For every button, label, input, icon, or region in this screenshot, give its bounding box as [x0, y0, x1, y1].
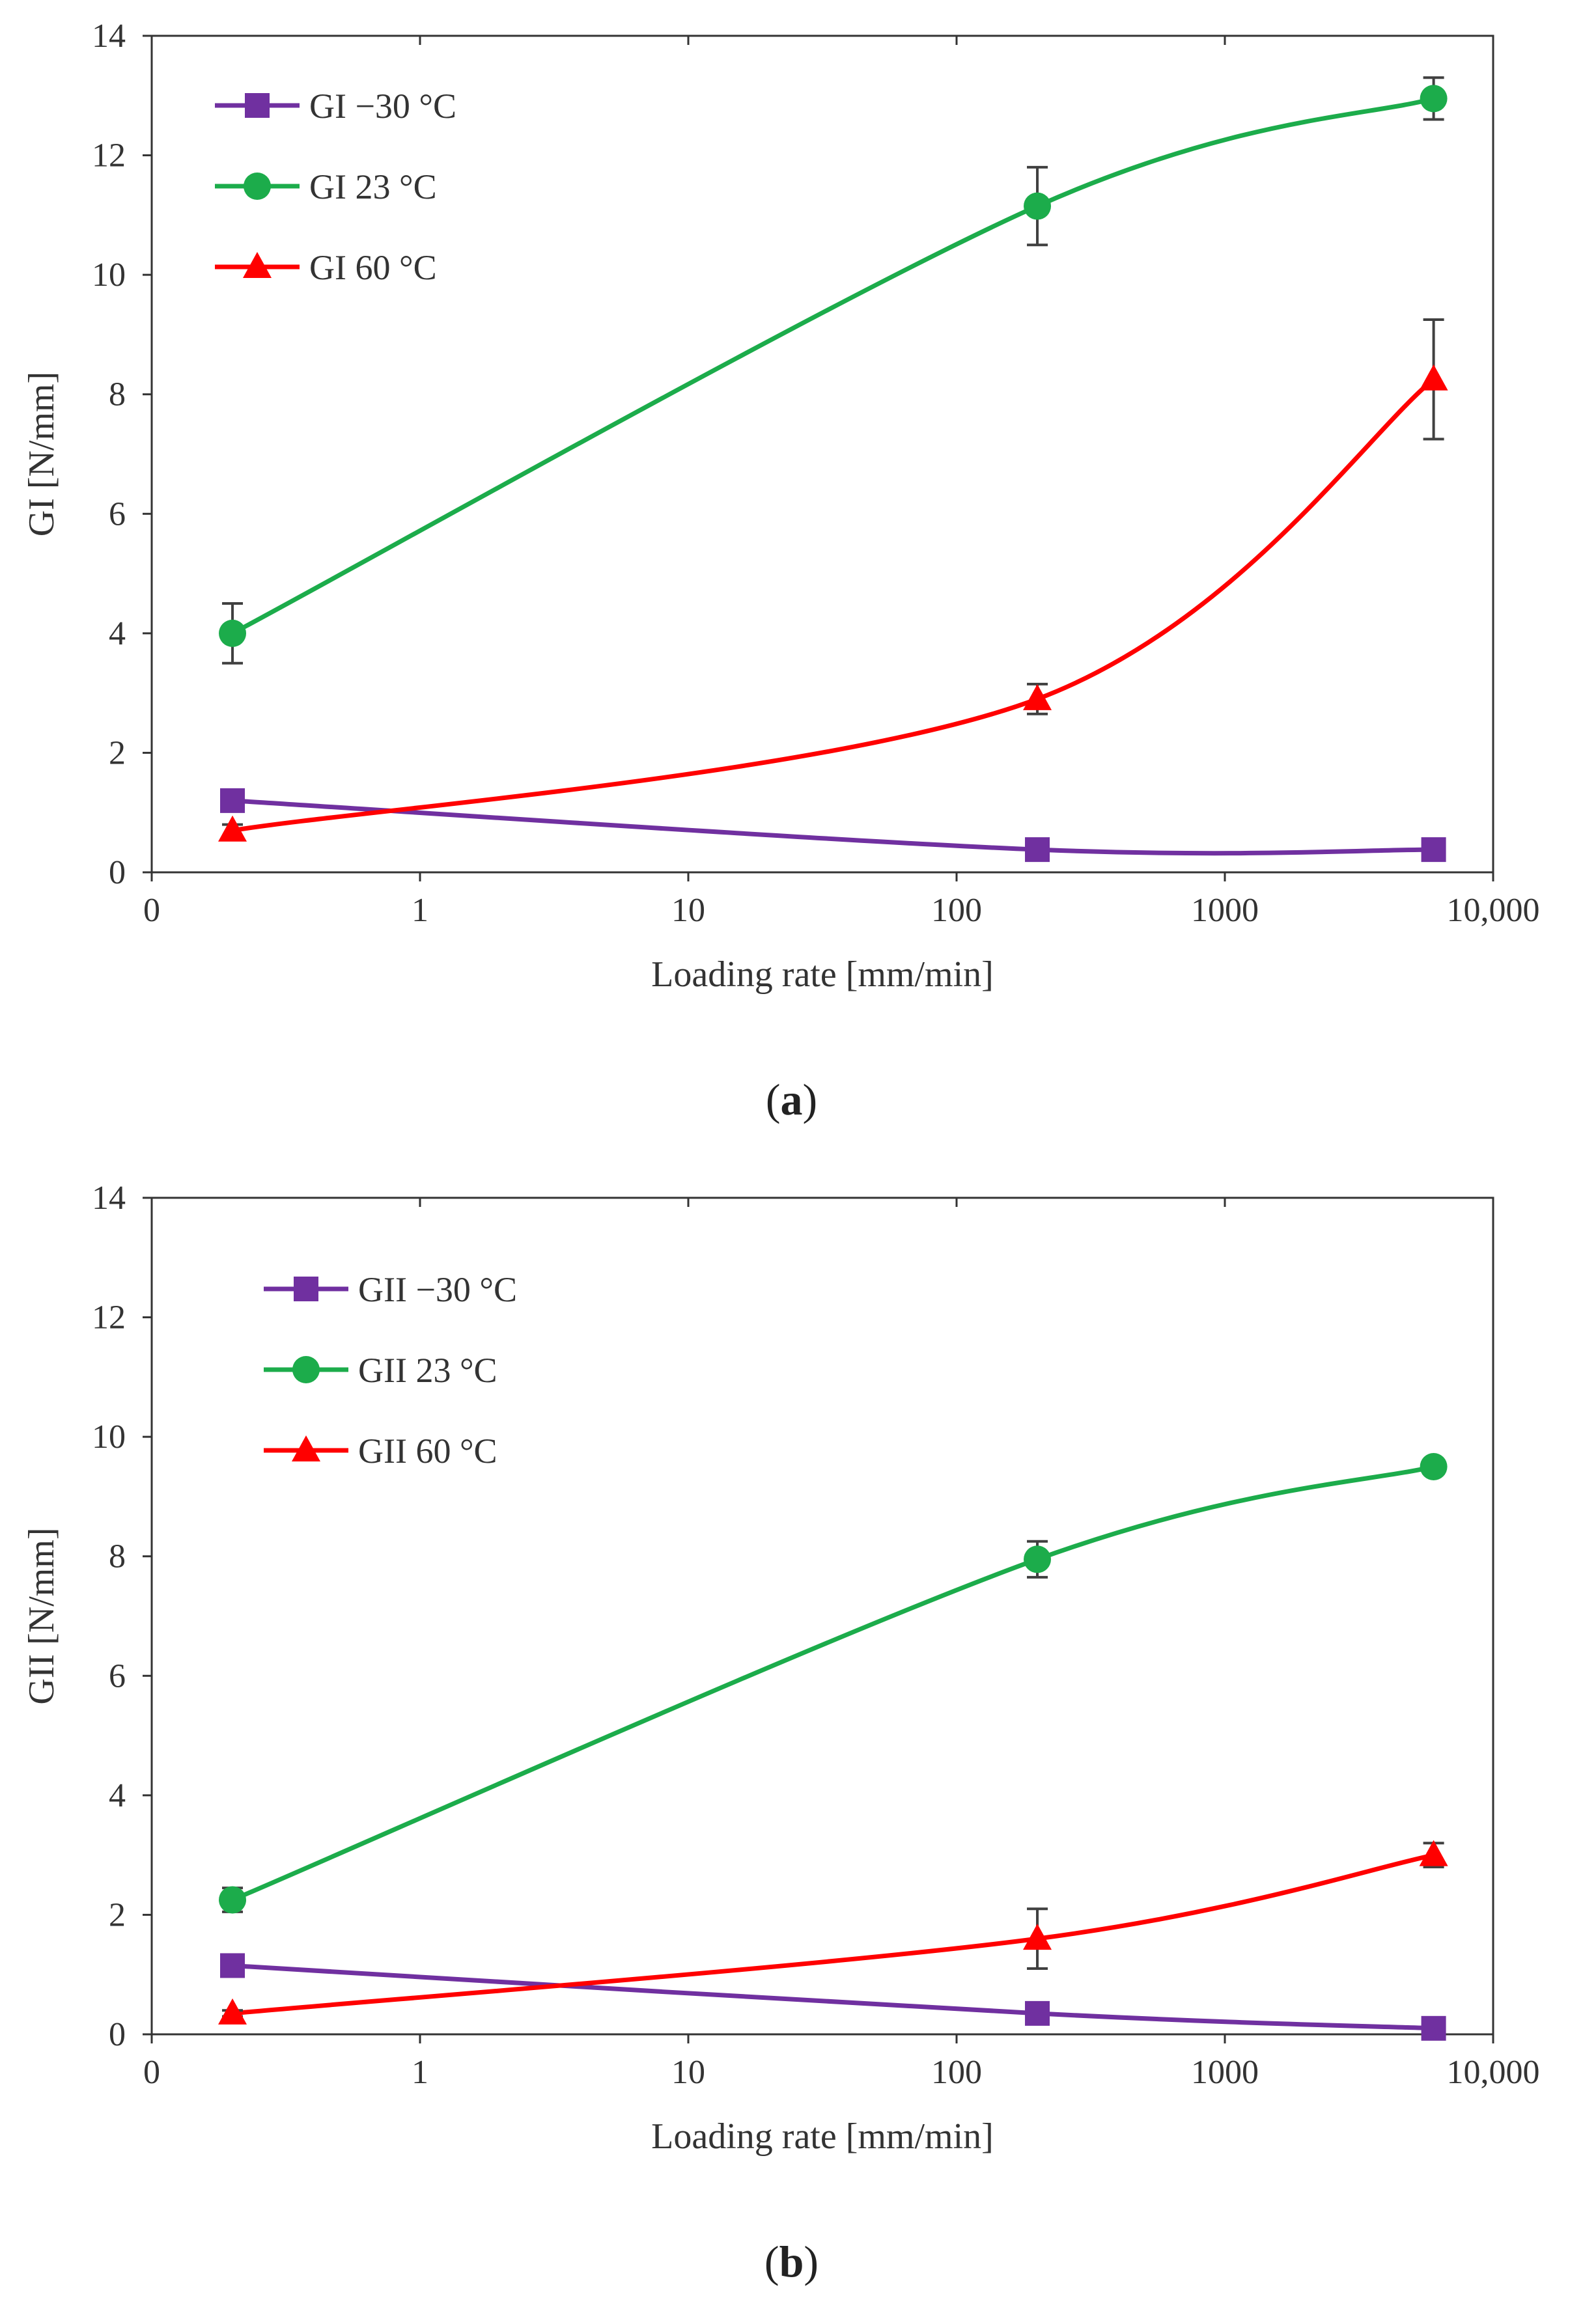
legend-marker-plus23 — [244, 173, 271, 200]
caption-b: (b) — [0, 2236, 1583, 2288]
x-axis-label: Loading rate [mm/min] — [651, 954, 994, 995]
data-point-plus23 — [219, 619, 247, 647]
legend-label-plus23: GI 23 °C — [309, 167, 437, 206]
plot-frame — [150, 1197, 1494, 2036]
x-tick-label: 1000 — [1191, 2054, 1259, 2091]
plot-frame — [150, 35, 1494, 874]
data-point-plus23 — [219, 1886, 247, 1914]
data-point-plus60 — [218, 1998, 247, 2025]
x-tick-label: 10 — [671, 892, 705, 929]
data-point-minus30 — [220, 1953, 245, 1978]
y-tick-label: 8 — [109, 1538, 126, 1575]
x-tick-label: 100 — [931, 2054, 982, 2091]
x-tick-label: 1 — [412, 2054, 428, 2091]
legend-marker-minus30 — [294, 1277, 318, 1301]
legend-marker-plus60 — [292, 1435, 320, 1461]
x-tick-label: 0 — [143, 892, 160, 929]
legend-label-plus60: GI 60 °C — [309, 248, 437, 287]
x-tick-label: 0 — [143, 2054, 160, 2091]
data-point-plus60 — [218, 815, 247, 842]
series-line-plus60 — [232, 378, 1435, 833]
series-line-plus60 — [232, 1853, 1435, 2016]
legend-label-minus30: GII −30 °C — [358, 1270, 517, 1309]
x-tick-label: 10,000 — [1447, 892, 1540, 929]
legend-marker-plus23 — [292, 1356, 320, 1383]
x-tick-label: 10 — [671, 2054, 705, 2091]
chart-b: 0 2 4 6 8 10 12 14 0 1 10 100 1000 10,000 Loading rate… — [21, 1180, 1540, 2157]
data-point-plus23 — [1420, 1453, 1448, 1481]
y-axis-label: GII [N/mm] — [21, 1527, 62, 1704]
legend-marker-plus60 — [243, 252, 272, 278]
x-tick-label: 100 — [931, 892, 982, 929]
data-point-minus30 — [1025, 837, 1050, 863]
x-tick-label: 10,000 — [1447, 2054, 1540, 2091]
caption-a: (a) — [0, 1074, 1583, 1126]
series-line-plus23 — [231, 1464, 1435, 1902]
x-tick-label: 1000 — [1191, 892, 1259, 929]
data-point-plus60 — [1419, 364, 1448, 391]
caption-a-letter: a — [780, 1075, 803, 1124]
caption-b-letter: b — [779, 2237, 804, 2286]
series-line-plus23 — [231, 96, 1435, 635]
data-point-plus23 — [1420, 85, 1448, 113]
y-tick-label: 2 — [109, 1896, 126, 1933]
legend-label-minus30: GI −30 °C — [309, 87, 456, 126]
data-point-minus30 — [1025, 2000, 1050, 2026]
figure-a: 0 2 4 6 8 10 12 14 0 1 10 100 1000 10,000 Loading rate… — [0, 18, 1583, 1126]
data-point-minus30 — [1421, 837, 1446, 863]
x-tick-label: 1 — [412, 892, 428, 929]
y-axis-label: GI [N/mm] — [21, 372, 62, 537]
caption-b-open: ( — [764, 2237, 779, 2286]
y-tick-label: 4 — [109, 615, 126, 652]
data-point-plus60 — [1023, 684, 1052, 710]
data-point-plus60 — [1023, 1924, 1052, 1950]
y-tick-label: 8 — [109, 376, 126, 413]
y-tick-label: 0 — [109, 2016, 126, 2053]
legend-label-plus23: GII 23 °C — [358, 1351, 497, 1390]
y-tick-label: 10 — [92, 256, 126, 294]
legend-marker-minus30 — [245, 93, 270, 118]
y-tick-label: 4 — [109, 1777, 126, 1814]
y-tick-label: 2 — [109, 734, 126, 771]
legend-label-plus60: GII 60 °C — [358, 1432, 497, 1471]
caption-a-open: ( — [765, 1075, 781, 1124]
data-point-minus30 — [1421, 2015, 1446, 2041]
y-tick-label: 12 — [92, 1299, 126, 1336]
y-tick-label: 12 — [92, 137, 126, 174]
series-line-minus30 — [232, 798, 1434, 856]
data-point-plus23 — [1024, 192, 1052, 220]
caption-b-close: ) — [804, 2237, 819, 2286]
data-point-minus30 — [220, 788, 245, 813]
data-point-plus60 — [1419, 1840, 1448, 1866]
y-tick-label: 6 — [109, 1657, 126, 1695]
y-tick-label: 14 — [92, 1180, 126, 1217]
y-tick-label: 0 — [109, 854, 126, 891]
caption-a-close: ) — [802, 1075, 818, 1124]
y-tick-label: 10 — [92, 1418, 126, 1456]
x-axis-label: Loading rate [mm/min] — [651, 2116, 994, 2157]
chart-a: 0 2 4 6 8 10 12 14 0 1 10 100 1000 10,000 Loading rate… — [21, 18, 1540, 995]
figure-b: 0 2 4 6 8 10 12 14 0 1 10 100 1000 10,000 Loading rate… — [0, 1162, 1583, 2324]
data-point-plus23 — [1024, 1545, 1052, 1573]
y-tick-label: 14 — [92, 18, 126, 55]
y-tick-label: 6 — [109, 495, 126, 533]
series-line-minus30 — [232, 1963, 1434, 2031]
